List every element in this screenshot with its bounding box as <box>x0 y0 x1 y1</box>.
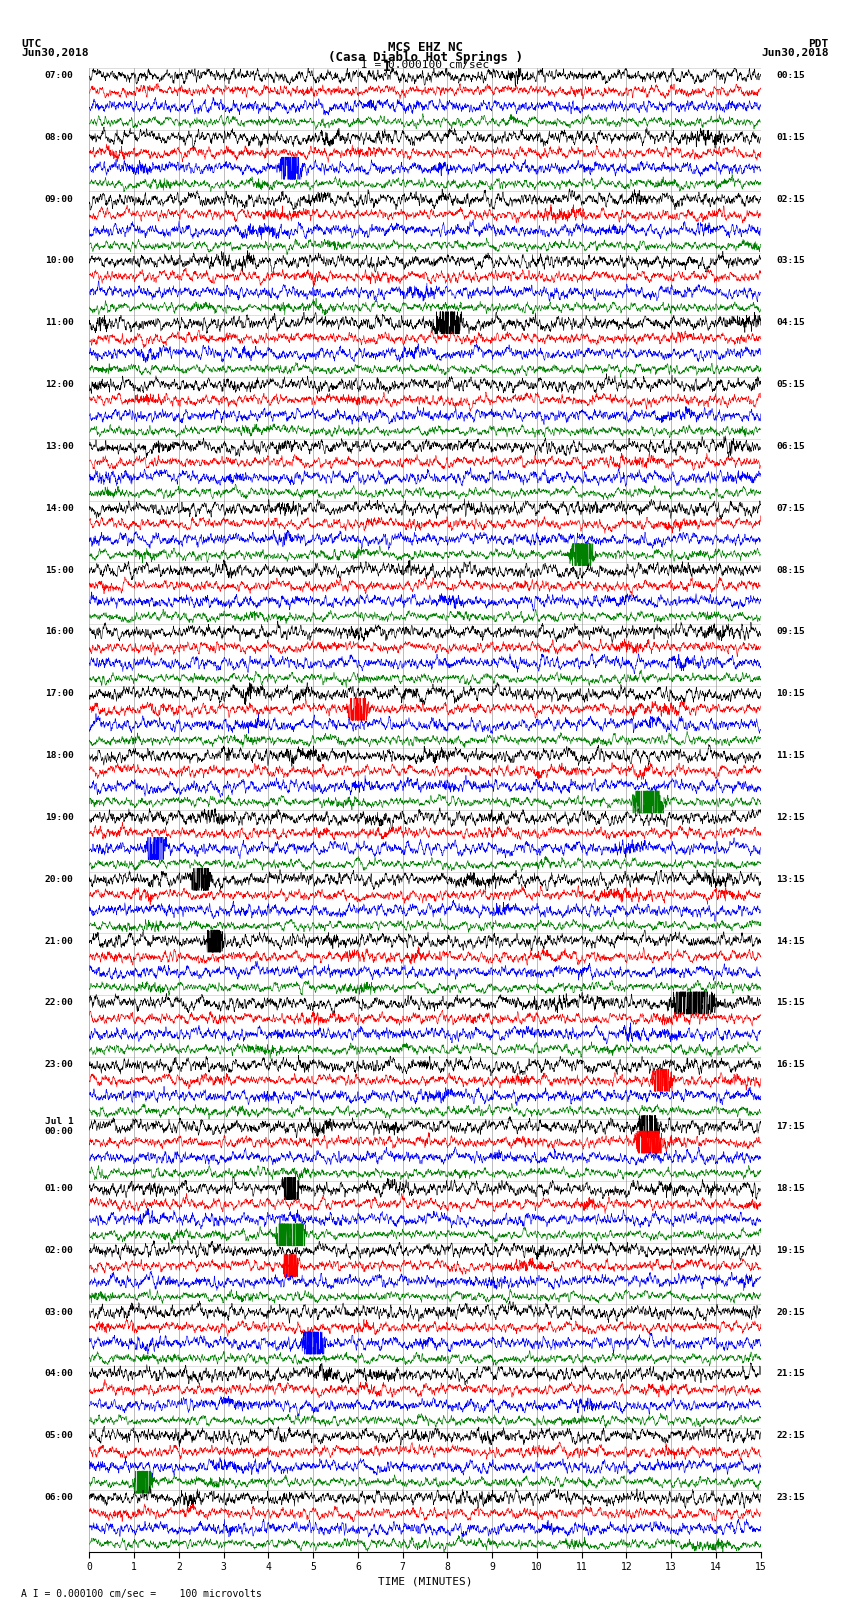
Text: 16:15: 16:15 <box>776 1060 805 1069</box>
Text: PDT: PDT <box>808 39 829 48</box>
Text: 21:00: 21:00 <box>45 937 74 945</box>
Text: I = 0.000100 cm/sec: I = 0.000100 cm/sec <box>361 60 489 71</box>
Text: 11:00: 11:00 <box>45 318 74 327</box>
Text: 01:15: 01:15 <box>776 132 805 142</box>
Text: 20:15: 20:15 <box>776 1308 805 1316</box>
Text: 03:00: 03:00 <box>45 1308 74 1316</box>
Text: 19:15: 19:15 <box>776 1245 805 1255</box>
Text: 21:15: 21:15 <box>776 1369 805 1379</box>
Text: 22:15: 22:15 <box>776 1431 805 1440</box>
Text: 06:15: 06:15 <box>776 442 805 452</box>
Text: 10:00: 10:00 <box>45 256 74 266</box>
Text: 13:15: 13:15 <box>776 874 805 884</box>
Text: 01:00: 01:00 <box>45 1184 74 1194</box>
Text: Jun30,2018: Jun30,2018 <box>21 48 88 58</box>
Text: 08:00: 08:00 <box>45 132 74 142</box>
Text: 14:15: 14:15 <box>776 937 805 945</box>
Text: MCS EHZ NC: MCS EHZ NC <box>388 40 462 55</box>
Text: 04:15: 04:15 <box>776 318 805 327</box>
Text: 14:00: 14:00 <box>45 503 74 513</box>
Text: 23:00: 23:00 <box>45 1060 74 1069</box>
Text: 18:00: 18:00 <box>45 752 74 760</box>
Text: 09:15: 09:15 <box>776 627 805 637</box>
Text: 22:00: 22:00 <box>45 998 74 1008</box>
Text: 12:15: 12:15 <box>776 813 805 823</box>
Text: 17:15: 17:15 <box>776 1123 805 1131</box>
Text: A I = 0.000100 cm/sec =    100 microvolts: A I = 0.000100 cm/sec = 100 microvolts <box>21 1589 262 1600</box>
Text: 04:00: 04:00 <box>45 1369 74 1379</box>
Text: 15:00: 15:00 <box>45 566 74 574</box>
Text: 16:00: 16:00 <box>45 627 74 637</box>
Text: 07:15: 07:15 <box>776 503 805 513</box>
Text: Jul 1
00:00: Jul 1 00:00 <box>45 1116 74 1136</box>
Text: 05:15: 05:15 <box>776 381 805 389</box>
Text: 02:15: 02:15 <box>776 195 805 203</box>
Text: Jun30,2018: Jun30,2018 <box>762 48 829 58</box>
Text: 19:00: 19:00 <box>45 813 74 823</box>
Text: 10:15: 10:15 <box>776 689 805 698</box>
Text: 02:00: 02:00 <box>45 1245 74 1255</box>
Text: 08:15: 08:15 <box>776 566 805 574</box>
Text: 20:00: 20:00 <box>45 874 74 884</box>
Text: 07:00: 07:00 <box>45 71 74 81</box>
Text: 13:00: 13:00 <box>45 442 74 452</box>
Text: 00:15: 00:15 <box>776 71 805 81</box>
Text: 06:00: 06:00 <box>45 1494 74 1502</box>
X-axis label: TIME (MINUTES): TIME (MINUTES) <box>377 1576 473 1586</box>
Text: 17:00: 17:00 <box>45 689 74 698</box>
Text: (Casa Diablo Hot Springs ): (Casa Diablo Hot Springs ) <box>327 50 523 65</box>
Text: 18:15: 18:15 <box>776 1184 805 1194</box>
Text: 23:15: 23:15 <box>776 1494 805 1502</box>
Text: 11:15: 11:15 <box>776 752 805 760</box>
Text: 03:15: 03:15 <box>776 256 805 266</box>
Text: UTC: UTC <box>21 39 42 48</box>
Text: 15:15: 15:15 <box>776 998 805 1008</box>
Text: I: I <box>382 60 391 74</box>
Text: 12:00: 12:00 <box>45 381 74 389</box>
Text: 09:00: 09:00 <box>45 195 74 203</box>
Text: 05:00: 05:00 <box>45 1431 74 1440</box>
